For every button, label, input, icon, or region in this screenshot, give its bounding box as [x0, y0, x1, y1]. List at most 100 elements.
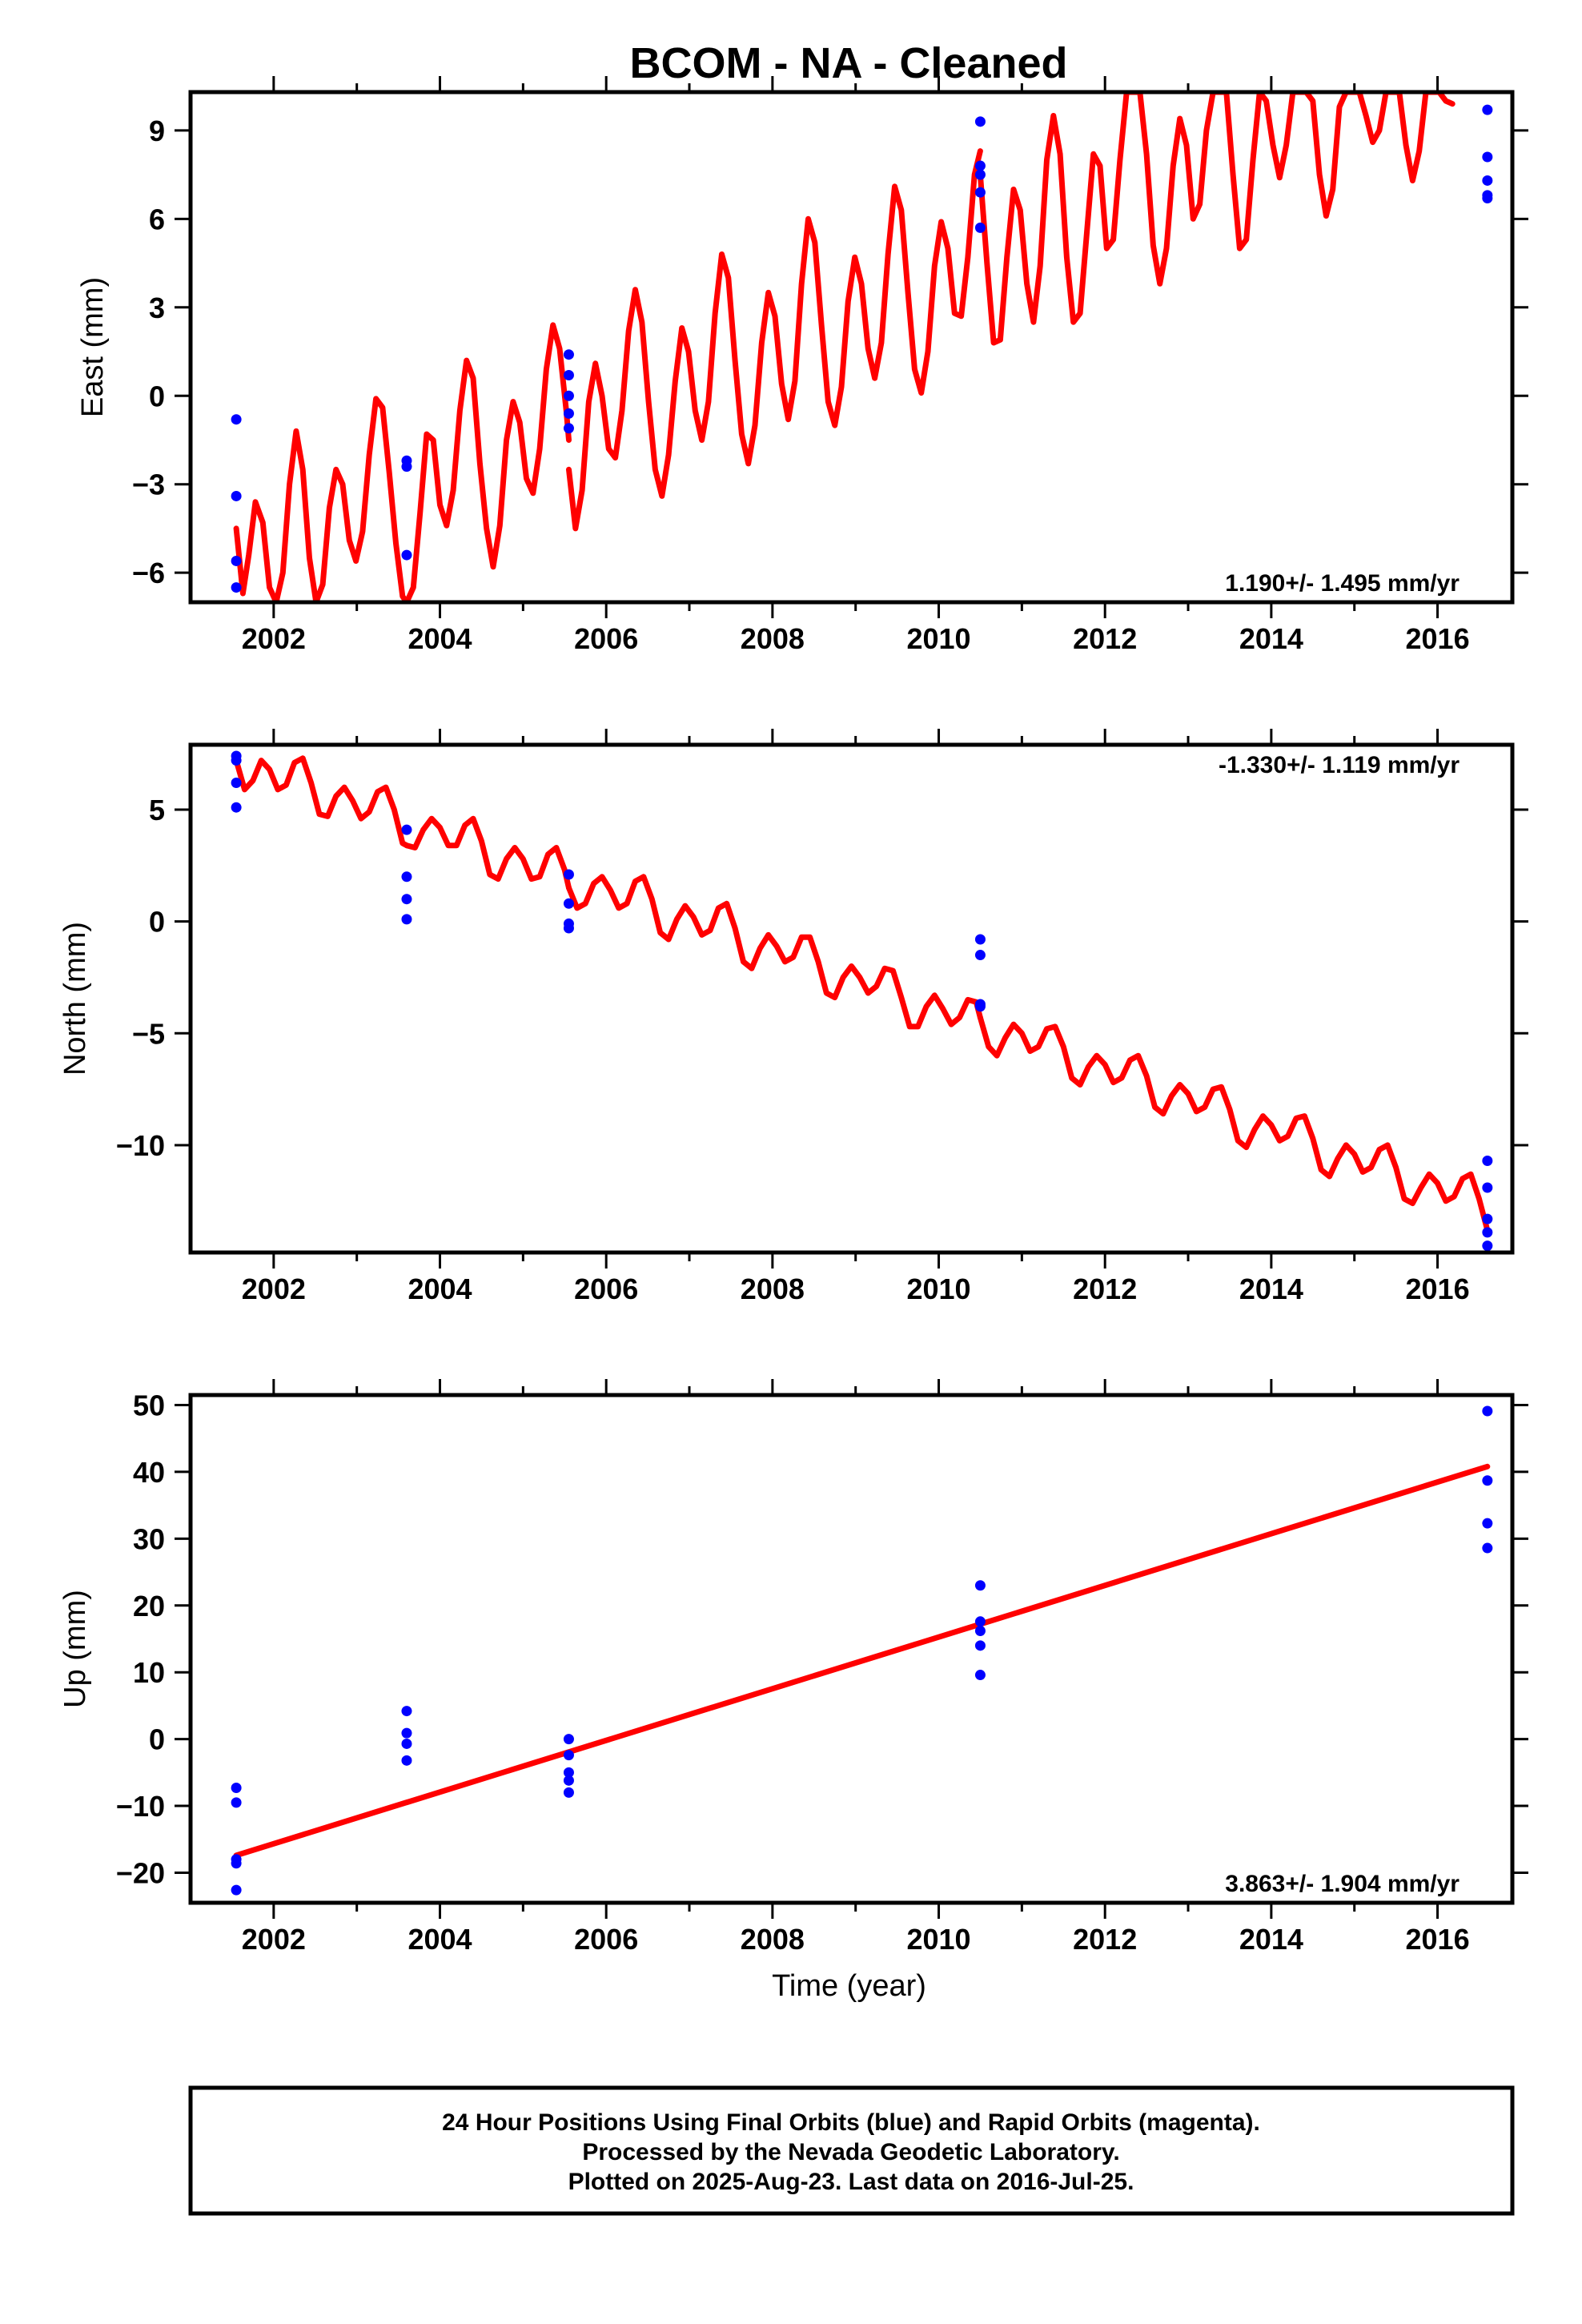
data-point [1482, 151, 1493, 163]
data-point [974, 1616, 986, 1627]
x-tick-label: 2010 [906, 1273, 970, 1305]
x-tick-label: 2010 [906, 1923, 970, 1956]
figure-title: BCOM - NA - Cleaned [629, 39, 1067, 87]
data-point [401, 461, 412, 472]
data-point [1482, 1213, 1493, 1224]
footer-line-2: Processed by the Nevada Geodetic Laborat… [582, 2139, 1119, 2165]
panel-north: 2002 2004 2006 2008 2010 2012 2014 2016 5 0 −5 −10 N… [58, 729, 1528, 1305]
x-tick-label: 2006 [574, 622, 638, 655]
x-tick-label: 2010 [906, 622, 970, 655]
model-line [977, 1015, 1491, 1233]
x-tick-label: 2004 [408, 622, 472, 655]
footer-line-3: Plotted on 2025-Aug-23. Last data on 201… [568, 2169, 1134, 2195]
model-line [233, 755, 410, 849]
panels: 2002 2004 2006 2008 2010 2012 2014 20169630−3−6… [58, 76, 1528, 2003]
model-line [566, 148, 983, 532]
x-tick-label: 2012 [1073, 622, 1137, 655]
x-tick-label: 2004 [408, 1273, 472, 1305]
data-point [563, 390, 574, 401]
data-point [563, 1750, 574, 1761]
data-point [974, 950, 986, 961]
data-point [563, 408, 574, 419]
data-point [974, 222, 986, 233]
model-line [404, 322, 572, 602]
y-tick-label: 0 [149, 380, 165, 412]
x-tick-label: 2008 [741, 1923, 805, 1956]
x-tick-label: 2002 [242, 622, 306, 655]
data-point [231, 1858, 242, 1869]
y-tick-label: 50 [133, 1389, 165, 1422]
panel-east: 2002 2004 2006 2008 2010 2012 2014 2016 9 6 3 0 −3 −6… [76, 76, 1528, 655]
data-point [974, 934, 986, 945]
y-tick-label: 40 [133, 1456, 165, 1489]
data-point [231, 1797, 242, 1808]
data-point [401, 894, 412, 905]
data-point [563, 423, 574, 434]
data-point [1482, 1155, 1493, 1166]
x-tick-label: 2016 [1406, 1273, 1470, 1305]
data-point [1482, 175, 1493, 186]
x-tick-label: 2012 [1073, 1923, 1137, 1956]
data-point [974, 187, 986, 198]
data-point [974, 169, 986, 180]
data-point [401, 1706, 412, 1717]
y-tick-label: 3 [149, 292, 165, 324]
x-tick-label: 2004 [408, 1923, 472, 1956]
rate-label: 1.190+/- 1.495 mm/yr [1225, 570, 1460, 597]
data-point [1482, 1240, 1493, 1252]
data-point [563, 1767, 574, 1778]
data-point [974, 1625, 986, 1636]
data-point [401, 1755, 412, 1766]
y-tick-label: −10 [116, 1129, 165, 1162]
y-tick-label: −5 [132, 1017, 165, 1050]
x-tick-label: 2002 [242, 1273, 306, 1305]
data-point [974, 1640, 986, 1651]
data-point [401, 549, 412, 561]
data-point [401, 914, 412, 925]
model-line [977, 92, 1456, 346]
data-point [231, 777, 242, 788]
x-tick-label: 2014 [1239, 1273, 1303, 1305]
x-tick-label: 2008 [741, 1273, 805, 1305]
y-tick-label: 10 [133, 1656, 165, 1689]
y-tick-label: −3 [132, 468, 165, 501]
footer-line-1: 24 Hour Positions Using Final Orbits (bl… [442, 2109, 1260, 2136]
x-tick-label: 2016 [1406, 622, 1470, 655]
data-point [401, 1727, 412, 1739]
x-tick-label: 2008 [741, 622, 805, 655]
data-point [401, 824, 412, 835]
rate-label: 3.863+/- 1.904 mm/yr [1225, 1871, 1460, 1897]
data-points [231, 1405, 1493, 1896]
y-tick-label: 30 [133, 1522, 165, 1555]
data-point [563, 349, 574, 360]
x-tick-label: 2006 [574, 1923, 638, 1956]
data-point [231, 582, 242, 593]
data-point [231, 802, 242, 813]
data-point [231, 1783, 242, 1794]
y-tick-label: 6 [149, 203, 165, 235]
data-point [1482, 1227, 1493, 1238]
y-tick-label: 0 [149, 906, 165, 939]
plot-frame [188, 1393, 1515, 1905]
data-point [1482, 1542, 1493, 1554]
data-point [231, 414, 242, 425]
rate-label: -1.330+/- 1.119 mm/yr [1219, 752, 1460, 778]
y-axis-label: Up (mm) [58, 1590, 92, 1708]
data-point [563, 1734, 574, 1745]
data-point [563, 1775, 574, 1786]
data-point [1482, 193, 1493, 204]
data-point [1482, 1475, 1493, 1486]
y-tick-label: 0 [149, 1723, 165, 1756]
data-point [563, 923, 574, 934]
x-axis-label: Time (year) [772, 1969, 926, 2003]
model-line [404, 815, 572, 891]
model-line [233, 1463, 1491, 1859]
data-point [974, 1670, 986, 1681]
data-point [1482, 1405, 1493, 1417]
data-point [974, 1001, 986, 1012]
data-point [231, 490, 242, 501]
y-tick-label: −20 [116, 1856, 165, 1889]
data-point [231, 555, 242, 566]
y-tick-label: 5 [149, 794, 165, 826]
